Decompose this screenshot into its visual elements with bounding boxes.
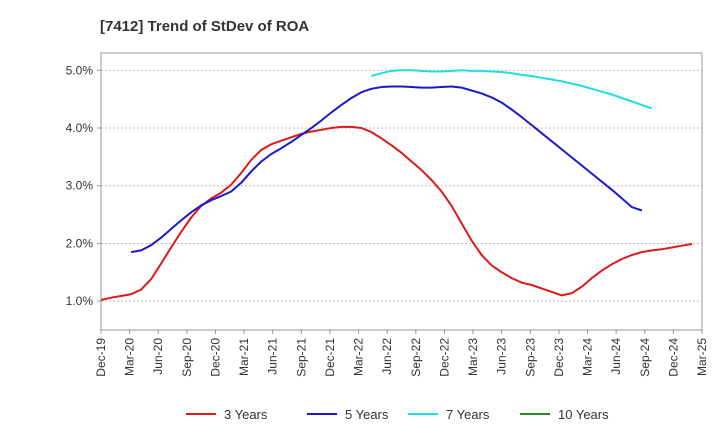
x-tick-label: Dec-21	[323, 338, 337, 377]
series-line-7-years	[371, 69, 653, 110]
x-tick-label: Sep-22	[409, 338, 423, 377]
legend: 3 Years 5 Years 7 Years 10 Years	[186, 407, 609, 422]
legend-label: 5 Years	[345, 407, 389, 422]
series-line-5-years	[130, 85, 643, 254]
y-tick-label: 1.0%	[66, 294, 94, 308]
legend-label: 7 Years	[446, 407, 490, 422]
x-tick-label: Sep-21	[294, 338, 308, 377]
y-tick-label: 5.0%	[66, 63, 94, 77]
x-tick-label: Mar-22	[352, 338, 366, 376]
chart-title: [7412] Trend of StDev of ROA	[100, 18, 309, 35]
x-tick-label: Dec-24	[666, 338, 680, 377]
legend-label: 10 Years	[558, 407, 609, 422]
legend-label: 3 Years	[224, 407, 268, 422]
x-tick-label: Jun-21	[266, 338, 280, 375]
series-lines	[100, 69, 693, 301]
y-tick-label: 3.0%	[66, 179, 94, 193]
series-line-3-years	[100, 125, 693, 301]
x-tick-label: Sep-24	[638, 338, 652, 377]
x-tick-label: Sep-23	[523, 338, 537, 377]
x-tick-label: Sep-20	[180, 338, 194, 377]
y-tick-label: 4.0%	[66, 121, 94, 135]
x-tick-label: Dec-23	[552, 338, 566, 377]
x-tick-label: Dec-20	[208, 338, 222, 377]
y-axis: 1.0% 2.0% 3.0% 4.0% 5.0%	[66, 63, 101, 308]
x-tick-label: Jun-24	[609, 338, 623, 375]
x-tick-label: Mar-25	[695, 338, 709, 376]
x-axis: Dec-19 Mar-20 Jun-20 Sep-20 Dec-20 Mar-21 Jun-…	[94, 330, 709, 377]
x-tick-label: Mar-20	[123, 338, 137, 376]
x-tick-label: Dec-22	[437, 338, 451, 377]
x-tick-label: Jun-22	[380, 338, 394, 375]
x-tick-label: Dec-19	[94, 338, 108, 377]
x-tick-label: Mar-23	[466, 338, 480, 376]
plot-area-frame	[100, 52, 703, 331]
x-tick-label: Jun-20	[151, 338, 165, 375]
x-tick-label: Jun-23	[495, 338, 509, 375]
grid-lines	[101, 69, 702, 302]
y-tick-label: 2.0%	[66, 236, 94, 250]
x-tick-label: Mar-21	[237, 338, 251, 376]
x-tick-label: Mar-24	[581, 338, 595, 376]
